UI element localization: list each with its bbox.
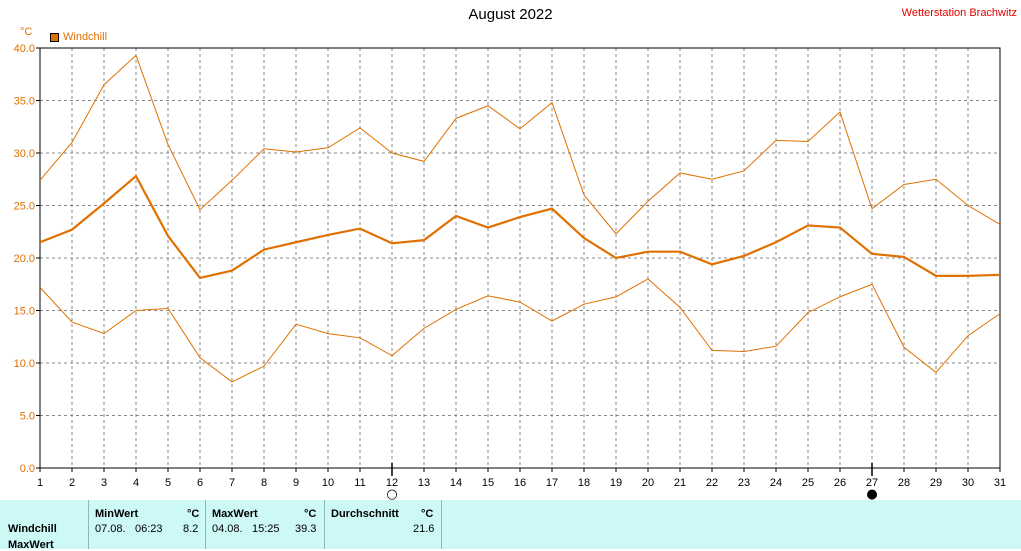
x-tick-label: 14 — [450, 477, 462, 489]
series-line-max — [39, 54, 1001, 235]
legend: Windchill — [50, 31, 107, 43]
min-date: 07.08. — [95, 523, 126, 535]
x-tick-label: 2 — [69, 477, 75, 489]
windchill-chart: 0.05.010.015.020.025.030.035.040.01 2 3 4 5 6… — [14, 43, 1007, 500]
x-tick-label: 30 — [962, 477, 974, 489]
avg-cell: Durchschnitt °C 21.6 — [324, 500, 442, 549]
chart-title: August 2022 — [468, 6, 553, 23]
x-tick-label: 26 — [834, 477, 846, 489]
x-tick-label: 31 — [994, 477, 1006, 489]
y-axis-unit: °C — [20, 26, 33, 38]
y-tick-label: 5.0 — [20, 411, 35, 423]
x-tick-label: 11 — [354, 477, 365, 489]
x-tick-label: 17 — [546, 477, 558, 489]
y-tick-label: 20.0 — [14, 253, 35, 265]
y-tick-label: 30.0 — [14, 148, 35, 160]
x-tick-label: 5 — [165, 477, 171, 489]
x-tick-label: 18 — [578, 477, 590, 489]
x-tick-label: 28 — [898, 477, 910, 489]
stats-row-label-2: MaxWert — [8, 539, 54, 551]
x-tick-label: 22 — [706, 477, 718, 489]
x-tick-label: 8 — [261, 477, 267, 489]
legend-swatch — [50, 32, 59, 42]
avg-unit: °C — [421, 508, 434, 520]
x-tick-label: 24 — [770, 477, 782, 489]
y-tick-label: 25.0 — [14, 201, 35, 213]
x-tick-label: 4 — [133, 477, 139, 489]
x-tick-label: 6 — [197, 477, 203, 489]
y-tick-label: 0.0 — [20, 463, 35, 475]
x-tick-label: 12 — [386, 477, 398, 489]
x-tick-label: 1 — [37, 477, 43, 489]
x-tick-label: 29 — [930, 477, 942, 489]
max-cell: MaxWert °C 04.08. 15:25 39.3 — [205, 500, 325, 549]
y-tick-label: 10.0 — [14, 358, 35, 370]
x-tick-label: 3 — [101, 477, 107, 489]
max-unit: °C — [304, 508, 317, 520]
y-tick-label: 35.0 — [14, 96, 35, 108]
stats-panel: Windchill MaxWert MinWert °C 07.08. 06:2… — [0, 500, 1021, 551]
x-tick-label: 7 — [229, 477, 235, 489]
min-header: MinWert — [95, 508, 139, 520]
x-tick-label: 21 — [674, 477, 686, 489]
min-unit: °C — [187, 508, 200, 520]
min-value: 8.2 — [183, 523, 199, 535]
min-time: 06:23 — [135, 523, 163, 535]
x-tick-label: 27 — [866, 477, 878, 489]
station-name: Wetterstation Brachwitz — [901, 7, 1017, 19]
y-tick-label: 15.0 — [14, 306, 35, 318]
max-value: 39.3 — [295, 523, 317, 535]
x-tick-label: 10 — [322, 477, 334, 489]
min-cell: MinWert °C 07.08. 06:23 8.2 — [88, 500, 206, 549]
max-time: 15:25 — [252, 523, 280, 535]
x-tick-label: 23 — [738, 477, 750, 489]
avg-header: Durchschnitt — [331, 508, 399, 520]
x-tick-label: 9 — [293, 477, 299, 489]
stats-row-label: Windchill — [8, 523, 57, 535]
x-tick-label: 16 — [514, 477, 526, 489]
new-moon-icon: ● — [866, 487, 877, 500]
max-date: 04.08. — [212, 523, 243, 535]
x-tick-label: 15 — [482, 477, 494, 489]
x-tick-label: 13 — [418, 477, 430, 489]
y-tick-label: 40.0 — [14, 43, 35, 55]
plot-frame — [39, 47, 1001, 469]
legend-label: Windchill — [63, 31, 108, 43]
x-tick-label: 19 — [610, 477, 622, 489]
x-tick-label: 25 — [802, 477, 814, 489]
max-header: MaxWert — [212, 508, 258, 520]
avg-value: 21.6 — [413, 523, 435, 535]
series-line-min — [39, 278, 1001, 383]
series-line-avg — [39, 174, 1001, 280]
full-moon-icon: ○ — [386, 487, 397, 500]
x-tick-label: 20 — [642, 477, 654, 489]
